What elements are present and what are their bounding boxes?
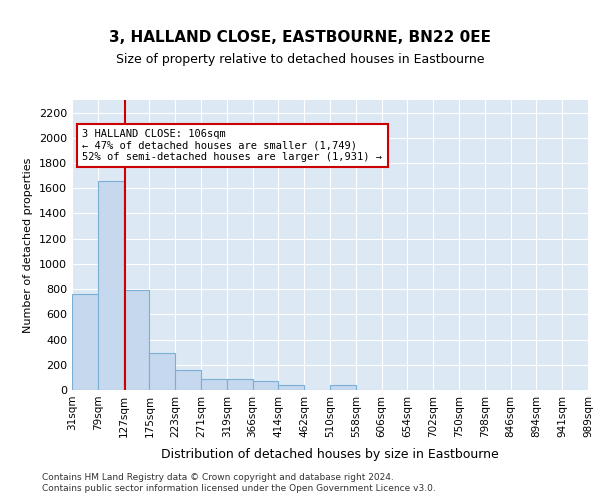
Y-axis label: Number of detached properties: Number of detached properties	[23, 158, 34, 332]
Text: Size of property relative to detached houses in Eastbourne: Size of property relative to detached ho…	[116, 52, 484, 66]
Bar	[98, 180, 124, 390]
Text: 3 HALLAND CLOSE: 106sqm
← 47% of detached houses are smaller (1,749)
52% of semi: 3 HALLAND CLOSE: 106sqm ← 47% of detache…	[82, 129, 382, 162]
Bar	[253, 381, 278, 390]
Text: 3, HALLAND CLOSE, EASTBOURNE, BN22 0EE: 3, HALLAND CLOSE, EASTBOURNE, BN22 0EE	[109, 30, 491, 45]
Text: Contains public sector information licensed under the Open Government Licence v3: Contains public sector information licen…	[42, 484, 436, 493]
Bar	[149, 353, 175, 390]
X-axis label: Distribution of detached houses by size in Eastbourne: Distribution of detached houses by size …	[161, 448, 499, 461]
Bar	[124, 290, 149, 390]
Text: Contains HM Land Registry data © Crown copyright and database right 2024.: Contains HM Land Registry data © Crown c…	[42, 472, 394, 482]
Bar	[175, 370, 201, 390]
Bar	[227, 380, 253, 390]
Bar	[278, 385, 304, 390]
Bar	[72, 294, 98, 390]
Bar	[330, 385, 356, 390]
Bar	[201, 378, 227, 390]
